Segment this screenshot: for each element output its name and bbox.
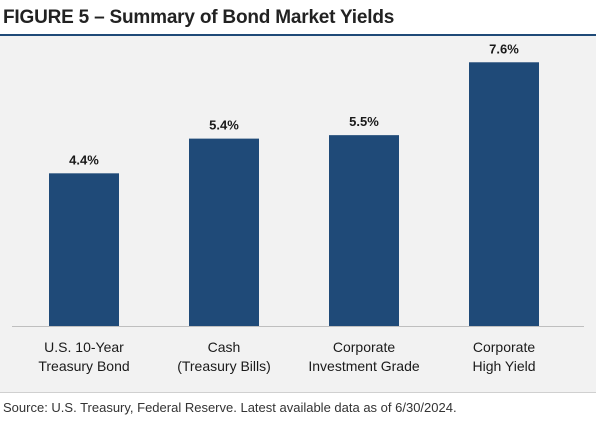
category-label-2-line-2: (Treasury Bills) xyxy=(177,358,271,374)
bar-4 xyxy=(469,62,539,326)
source-divider xyxy=(0,392,596,393)
category-label-1-line-2: Treasury Bond xyxy=(38,358,129,374)
data-label-3: 5.5% xyxy=(349,114,379,129)
data-label-1: 4.4% xyxy=(69,152,99,167)
category-label-3-line-2: Investment Grade xyxy=(308,358,419,374)
data-label-4: 7.6% xyxy=(489,41,519,56)
chart-title: FIGURE 5 – Summary of Bond Market Yields xyxy=(3,7,395,28)
source-note: Source: U.S. Treasury, Federal Reserve. … xyxy=(3,400,457,415)
category-label-4-line-2: High Yield xyxy=(472,358,535,374)
category-label-2-line-1: Cash xyxy=(208,339,241,355)
data-label-2: 5.4% xyxy=(209,118,239,133)
category-label-4-line-1: Corporate xyxy=(473,339,535,355)
bar-1 xyxy=(49,173,119,326)
bar-2 xyxy=(189,138,259,326)
bar-3 xyxy=(329,135,399,326)
category-label-1-line-1: U.S. 10-Year xyxy=(44,339,124,355)
title-divider xyxy=(0,34,596,36)
bar-chart: 4.4% U.S. 10-Year Treasury Bond 5.4% Cash (Tr… xyxy=(12,41,584,374)
category-label-3-line-1: Corporate xyxy=(333,339,395,355)
